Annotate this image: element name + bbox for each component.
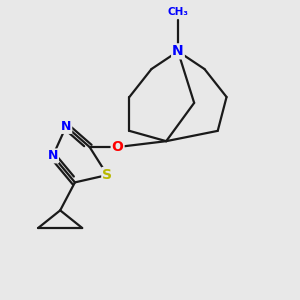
- Text: CH₃: CH₃: [167, 7, 188, 17]
- Text: N: N: [48, 149, 58, 162]
- Text: N: N: [61, 120, 71, 133]
- Text: S: S: [102, 168, 112, 182]
- Text: O: O: [112, 140, 124, 154]
- Text: N: N: [172, 44, 184, 58]
